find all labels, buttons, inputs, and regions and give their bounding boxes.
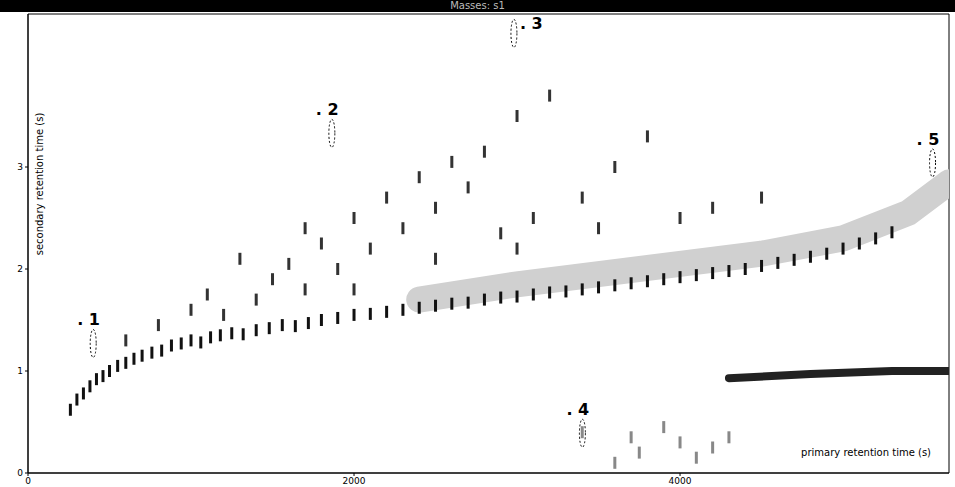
svg-text:2: 2 [17, 264, 23, 274]
html-text:Masses: s1: Masses: s1 [450, 0, 505, 11]
svg-text:0: 0 [25, 476, 31, 486]
html-text:secondary retention time (s): secondary retention time (s) [33, 112, 45, 256]
svg-text:1: 1 [17, 366, 23, 376]
svg-text:. 3: . 3 [520, 14, 543, 33]
svg-text:. 5: . 5 [917, 130, 940, 149]
html-text:primary retention time (s): primary retention time (s) [801, 447, 931, 458]
svg-text:2000: 2000 [343, 476, 366, 486]
svg-text:. 1: . 1 [77, 310, 100, 329]
svg-text:. 4: . 4 [566, 400, 589, 419]
svg-text:4000: 4000 [669, 476, 692, 486]
svg-text:0: 0 [17, 468, 23, 478]
svg-text:. 2: . 2 [316, 100, 339, 119]
svg-text:3: 3 [17, 162, 23, 172]
